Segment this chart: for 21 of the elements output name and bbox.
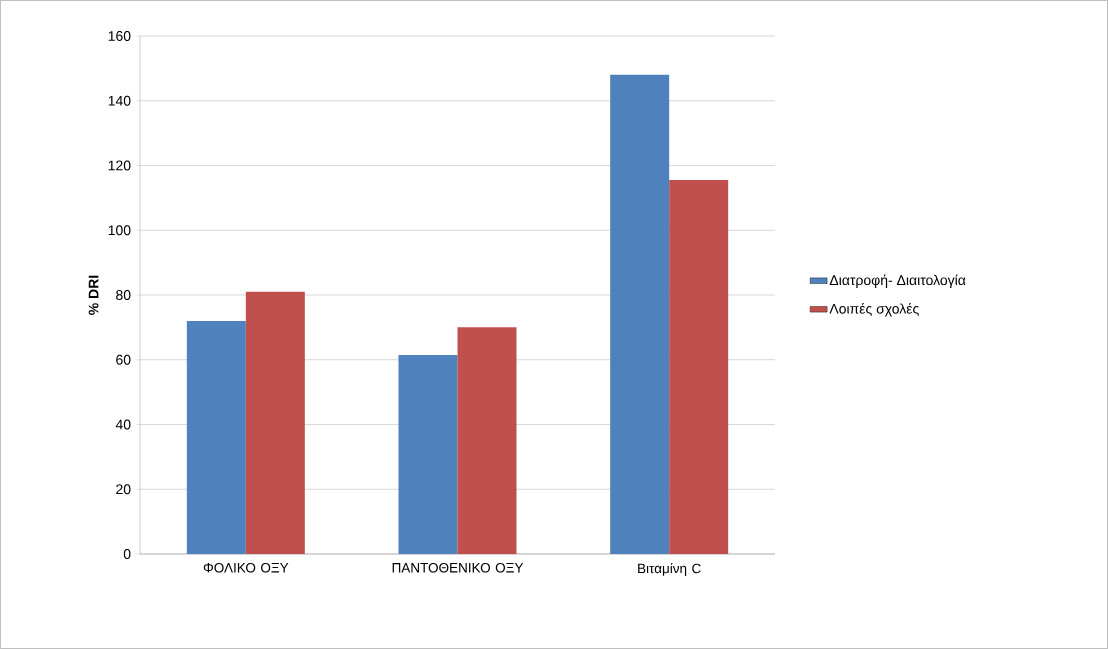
bar — [398, 354, 458, 554]
y-tick-label: 0 — [123, 549, 131, 559]
y-tick-label: 20 — [116, 484, 131, 495]
y-tick-label: 120 — [108, 160, 131, 171]
y-tick-label: 100 — [108, 225, 131, 236]
legend-label: Διατροφή- Διαιτολογία — [829, 274, 966, 288]
bar — [669, 180, 729, 554]
y-tick-label: 40 — [115, 419, 131, 430]
y-tick-label: 80 — [116, 290, 131, 300]
x-tick-label: Βιταμίνη C — [638, 562, 701, 576]
bar — [186, 320, 246, 554]
bar — [457, 327, 517, 554]
y-tick-label: 140 — [108, 95, 131, 106]
y-tick-label: 160 — [108, 31, 131, 41]
y-tick-label: 60 — [116, 354, 131, 365]
x-tick-label: ΠΑΝΤΟΘΕΝΙΚΟ ΟΞΥ — [392, 562, 524, 573]
x-tick-label: ΦΟΛΙΚΟ ΟΞΥ — [203, 562, 289, 573]
bar — [610, 74, 670, 554]
legend-label: Λοιπές σχολές — [829, 302, 919, 317]
bar — [245, 291, 305, 554]
y-axis-title: % DRI — [88, 275, 99, 315]
